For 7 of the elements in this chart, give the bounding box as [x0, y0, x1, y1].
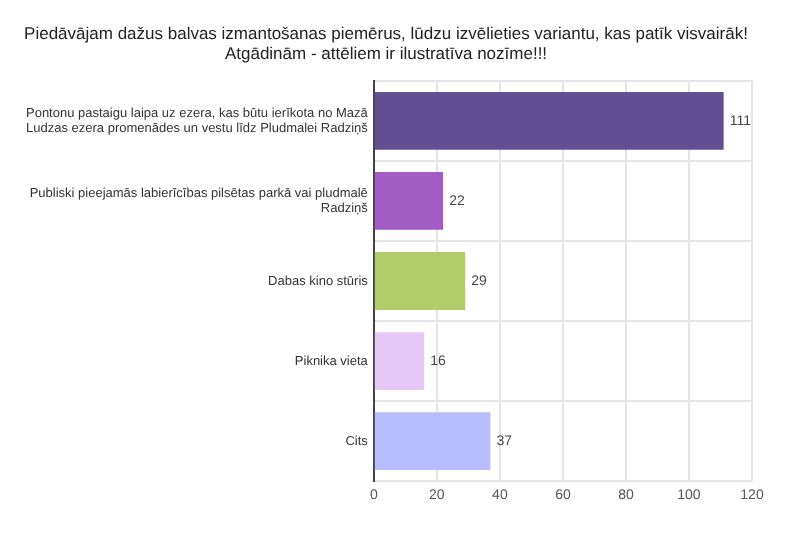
bar	[374, 412, 491, 471]
text: Piedāvājam dažus balvas izmantošanas piemērus, lūdzu izvēlieties variantu, kas patīk visvairāk!	[24, 22, 748, 43]
text: Atgādinām - attēliem ir ilustratīva nozīme!!!	[224, 43, 548, 64]
bar	[374, 332, 425, 391]
bar	[374, 91, 724, 150]
bar	[374, 171, 444, 230]
bar	[374, 252, 466, 310]
